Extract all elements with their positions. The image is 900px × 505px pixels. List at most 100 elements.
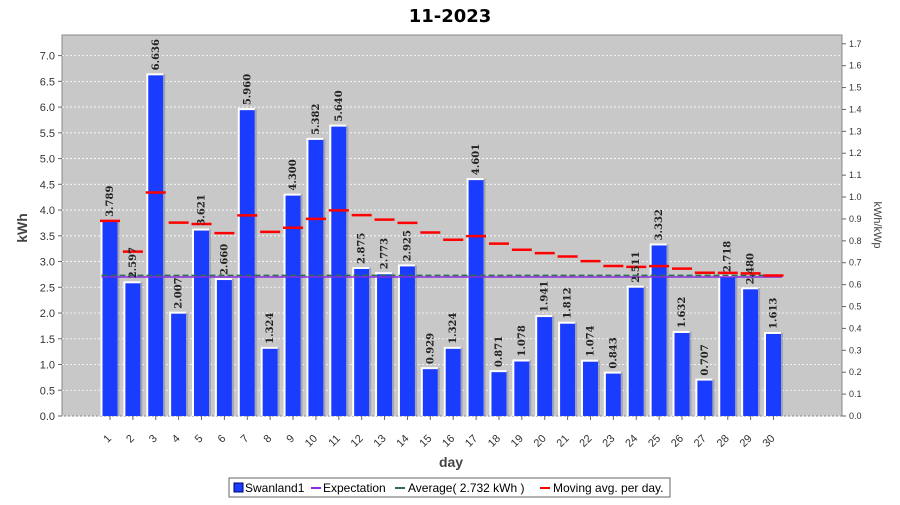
bar-value-label: 1.613 (769, 298, 780, 329)
bar (697, 380, 713, 416)
bar-value-label: 2.660 (219, 244, 230, 275)
y-tick-label: 4.5 (40, 179, 55, 191)
bar-value-label: 1.324 (265, 312, 276, 343)
bar-value-label: 2.875 (357, 233, 368, 264)
bar-value-label: 0.707 (700, 344, 711, 375)
bar-value-label: 3.621 (197, 194, 208, 225)
bar (102, 221, 118, 416)
right-axis-label: kWh/kWp (871, 201, 883, 248)
x-tick-label: 26 (669, 433, 686, 450)
right-tick-label: 0.6 (849, 280, 862, 290)
bar-value-label: 2.773 (380, 238, 391, 269)
x-tick-label: 13 (372, 433, 389, 450)
right-tick-label: 1.7 (849, 39, 862, 49)
bar (514, 361, 530, 416)
bar-value-label: 1.324 (448, 312, 459, 343)
x-tick-label: 20 (532, 433, 549, 450)
reference-lines (101, 274, 783, 278)
x-tick-label: 24 (623, 433, 640, 450)
legend-label-moving-average: Moving avg. per day. (553, 481, 664, 495)
x-tick-label: 3 (147, 433, 160, 446)
y-tick-label: 5.0 (40, 154, 55, 166)
bar (468, 180, 484, 416)
legend-box (228, 477, 671, 498)
x-tick-label: 28 (715, 433, 732, 450)
right-tick-label: 1.5 (849, 83, 862, 93)
y-tick-label: 2.5 (40, 282, 55, 294)
bar-value-label: 1.941 (540, 281, 551, 312)
bar-value-label: 2.480 (746, 253, 757, 284)
y-tick-label: 5.5 (40, 128, 55, 140)
bar-value-label: 6.636 (151, 39, 162, 70)
x-tick-label: 8 (261, 433, 274, 446)
bar (605, 373, 621, 416)
bar (148, 75, 164, 416)
right-tick-label: 0.2 (849, 367, 862, 377)
bar (422, 369, 438, 416)
bar (651, 245, 667, 416)
bar-value-label: 4.300 (288, 159, 299, 190)
y-tick-label: 4.0 (40, 205, 55, 217)
bar (354, 268, 370, 416)
x-tick-label: 19 (509, 433, 526, 450)
x-tick-label: 12 (349, 433, 366, 450)
right-tick-label: 1.1 (849, 170, 862, 180)
y-tick-label: 0.0 (40, 411, 55, 423)
bar-value-label: 2.007 (174, 277, 185, 308)
bar (399, 266, 415, 416)
bar (125, 283, 141, 416)
legend-label-bars: Swanland1 (245, 481, 305, 495)
y-tick-label: 2.0 (40, 308, 55, 320)
y-tick-label: 3.0 (40, 257, 55, 269)
x-tick-label: 6 (216, 433, 229, 446)
bar-value-label: 0.843 (608, 337, 619, 368)
bar-value-label: 3.789 (105, 186, 116, 217)
bar-value-label: 0.871 (494, 336, 505, 367)
right-tick-label: 0.7 (849, 258, 862, 268)
x-axis-ticks: 1 2 3 4 5 6 7 8 9 10 11 12 13 14 15 16 17 18 19 20 21 22 23 24 2… (101, 416, 778, 450)
bar-value-label: 5.640 (334, 90, 345, 121)
bar-value-label: 1.078 (517, 325, 528, 356)
x-tick-label: 27 (692, 433, 709, 450)
x-tick-label: 14 (394, 433, 411, 450)
right-tick-label: 1.6 (849, 61, 862, 71)
y-tick-label: 1.5 (40, 334, 55, 346)
x-tick-label: 23 (600, 433, 617, 450)
bar (582, 361, 598, 416)
bar (628, 287, 644, 416)
x-tick-label: 18 (486, 433, 503, 450)
bar-value-label: 2.597 (128, 247, 139, 278)
bar (445, 348, 461, 416)
y-tick-label: 6.5 (40, 76, 55, 88)
bar (766, 333, 782, 416)
x-tick-label: 1 (101, 433, 114, 446)
bar (285, 195, 301, 416)
bar (674, 332, 690, 416)
bar-value-label: 4.601 (471, 144, 482, 175)
bar (720, 277, 736, 416)
bar-value-label: 2.925 (402, 230, 413, 261)
right-tick-label: 1.4 (849, 104, 862, 114)
x-tick-label: 7 (239, 433, 252, 446)
bar-value-label: 2.511 (631, 251, 642, 282)
bars (100, 73, 784, 417)
bar (491, 372, 507, 416)
bar-value-label: 1.074 (585, 325, 596, 356)
x-tick-label: 17 (463, 433, 480, 450)
bar-value-label: 1.812 (563, 287, 574, 318)
legend: Swanland1 Expectation Average( 2.732 kWh )… (228, 477, 671, 498)
bar (743, 289, 759, 416)
right-axis-ticks: 0.0 0.1 0.2 0.3 0.4 0.5 0.6 0.7 0.8 0.9 1.0 1.1 1.2 1… (842, 39, 862, 421)
bar (537, 317, 553, 416)
x-tick-label: 15 (417, 433, 434, 450)
bar (262, 348, 278, 416)
chart-title: 11-2023 (409, 6, 492, 27)
x-tick-label: 4 (170, 433, 183, 446)
bar-value-label: 5.382 (311, 104, 322, 135)
x-tick-label: 9 (284, 433, 297, 446)
x-tick-label: 5 (193, 433, 206, 446)
bar-value-label: 3.332 (654, 209, 665, 240)
bar-value-label: 1.632 (677, 297, 688, 328)
bar (377, 274, 393, 416)
